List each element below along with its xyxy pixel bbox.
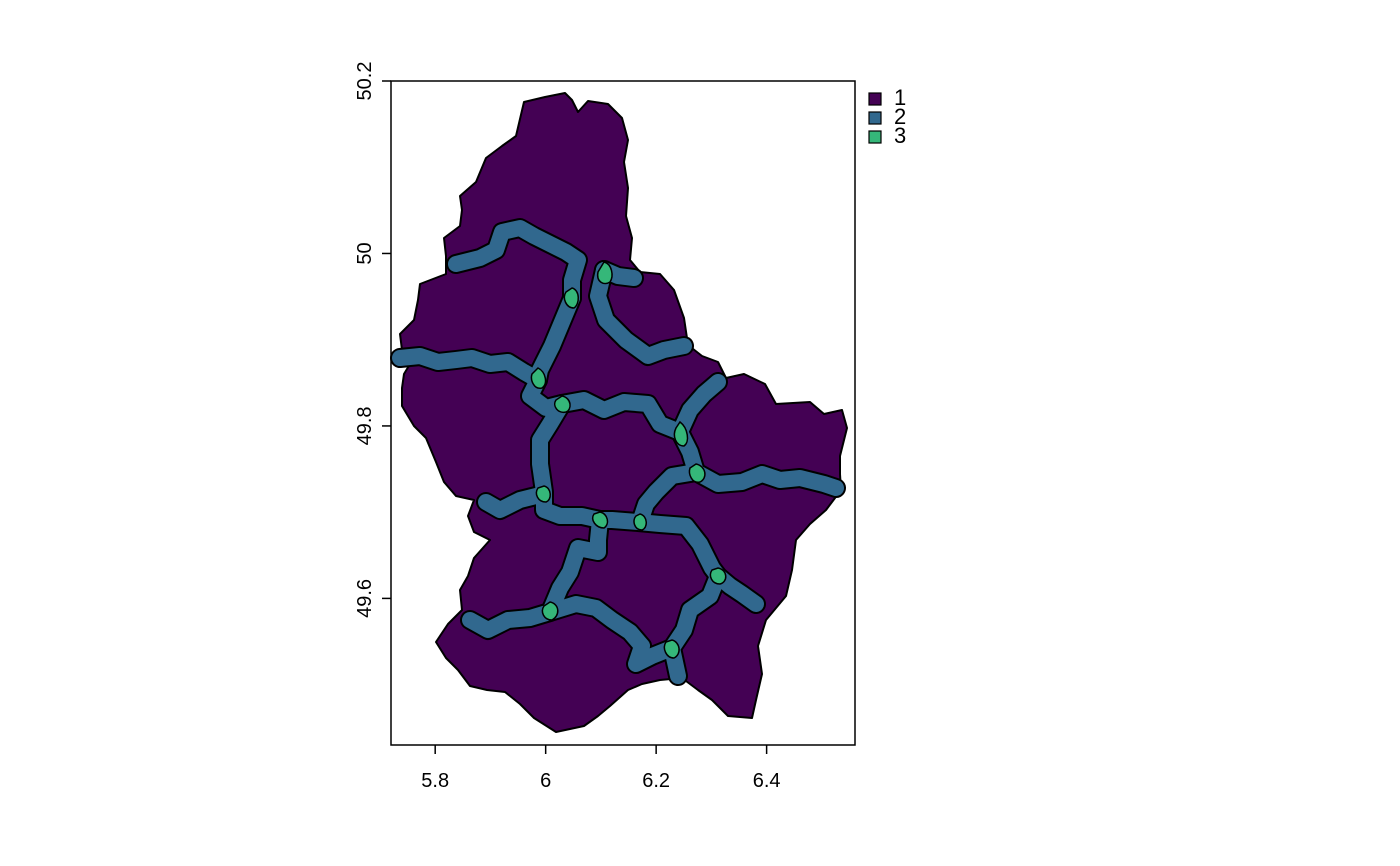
legend-swatch-1 bbox=[868, 92, 882, 106]
node bbox=[633, 513, 647, 531]
y-tick-label: 49.6 bbox=[354, 579, 376, 618]
node bbox=[709, 567, 727, 585]
legend-label-1: 1 bbox=[894, 85, 906, 110]
x-axis: 5.8 6 6.2 6.4 bbox=[421, 745, 781, 792]
node bbox=[596, 261, 613, 285]
x-tick-label: 6 bbox=[540, 770, 551, 792]
node bbox=[554, 395, 571, 414]
legend-swatch-3 bbox=[868, 130, 882, 144]
x-tick-label: 6.2 bbox=[642, 770, 670, 792]
y-axis: 49.6 49.8 50 50.2 bbox=[354, 62, 391, 618]
node bbox=[541, 601, 559, 621]
node bbox=[673, 420, 689, 447]
node bbox=[535, 485, 551, 503]
node bbox=[663, 639, 680, 659]
node bbox=[563, 287, 579, 309]
x-tick-label: 5.8 bbox=[421, 770, 449, 792]
x-tick-label: 6.4 bbox=[753, 770, 781, 792]
node bbox=[688, 463, 706, 483]
y-tick-label: 49.8 bbox=[354, 406, 376, 445]
legend-swatch-2 bbox=[868, 111, 882, 125]
class-3-intersections bbox=[530, 261, 727, 659]
class-2-corridors bbox=[390, 218, 846, 686]
y-tick-label: 50 bbox=[354, 242, 376, 264]
plot-frame bbox=[390, 80, 856, 746]
node bbox=[530, 367, 547, 389]
legend-label-2: 2 bbox=[894, 104, 906, 129]
legend: 123 bbox=[868, 85, 906, 148]
legend-label-3: 3 bbox=[894, 123, 906, 148]
node bbox=[592, 511, 609, 529]
y-tick-label: 50.2 bbox=[354, 62, 376, 101]
